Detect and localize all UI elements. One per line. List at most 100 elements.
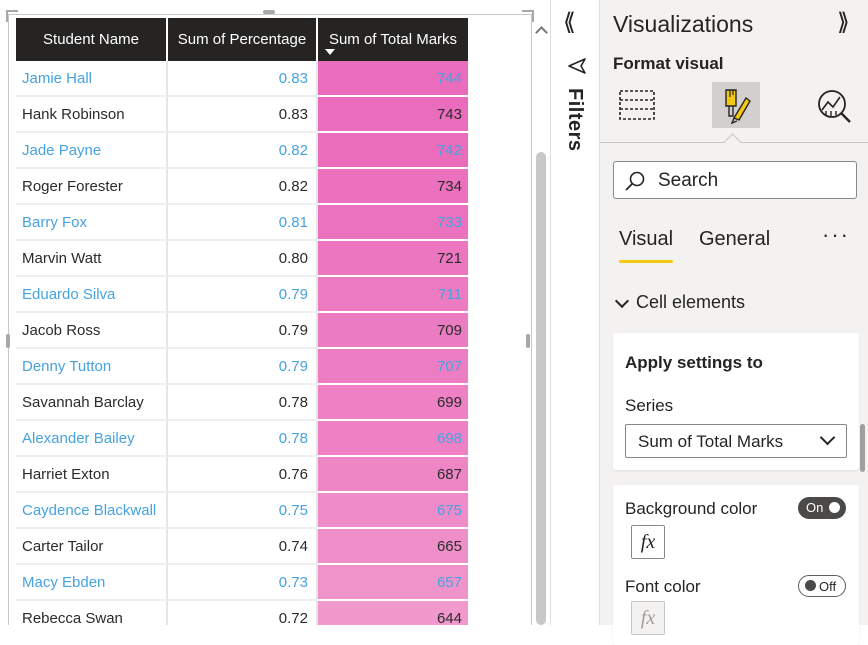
pane-title: Visualizations xyxy=(613,11,754,37)
cell-sum-total-marks[interactable]: 675 xyxy=(318,493,468,529)
cell-student-name[interactable]: Jamie Hall xyxy=(16,61,168,97)
cell-student-name[interactable]: Rebecca Swan xyxy=(16,601,168,625)
table-row[interactable]: Barry Fox 0.81 733 xyxy=(16,205,468,241)
cell-student-name[interactable]: Jacob Ross xyxy=(16,313,168,349)
cell-sum-total-marks[interactable]: 665 xyxy=(318,529,468,565)
table-row[interactable]: Hank Robinson 0.83 743 xyxy=(16,97,468,133)
double-chevron-left-icon[interactable]: ⟨⟨ xyxy=(563,9,576,36)
cell-sum-percentage[interactable]: 0.73 xyxy=(168,565,318,601)
cell-sum-total-marks[interactable]: 698 xyxy=(318,421,468,457)
cell-sum-total-marks[interactable]: 711 xyxy=(318,277,468,313)
double-chevron-right-icon[interactable]: ⟩⟩ xyxy=(837,9,850,36)
cell-sum-total-marks[interactable]: 742 xyxy=(318,133,468,169)
cell-student-name[interactable]: Alexander Bailey xyxy=(16,421,168,457)
table-row[interactable]: Roger Forester 0.82 734 xyxy=(16,169,468,205)
cell-student-name[interactable]: Carter Tailor xyxy=(16,529,168,565)
search-input[interactable] xyxy=(656,168,850,194)
cell-sum-percentage[interactable]: 0.82 xyxy=(168,169,318,205)
build-visual-button[interactable] xyxy=(614,82,662,128)
scrollbar-thumb[interactable] xyxy=(536,152,546,625)
table-row[interactable]: Marvin Watt 0.80 721 xyxy=(16,241,468,277)
search-box[interactable] xyxy=(613,161,857,199)
table-row[interactable]: Macy Ebden 0.73 657 xyxy=(16,565,468,601)
cell-sum-total-marks[interactable]: 743 xyxy=(318,97,468,133)
cell-sum-total-marks[interactable]: 734 xyxy=(318,169,468,205)
cell-student-name[interactable]: Barry Fox xyxy=(16,205,168,241)
build-visual-icon xyxy=(619,90,655,120)
cell-student-name[interactable]: Harriet Exton xyxy=(16,457,168,493)
table-row[interactable]: Rebecca Swan 0.72 644 xyxy=(16,601,468,625)
table-row[interactable]: Denny Tutton 0.79 707 xyxy=(16,349,468,385)
cell-student-name[interactable]: Roger Forester xyxy=(16,169,168,205)
format-visual-button[interactable] xyxy=(712,82,760,128)
cell-student-name[interactable]: Hank Robinson xyxy=(16,97,168,133)
cell-sum-total-marks[interactable]: 744 xyxy=(318,61,468,97)
cell-sum-total-marks[interactable]: 707 xyxy=(318,349,468,385)
cell-sum-total-marks[interactable]: 721 xyxy=(318,241,468,277)
cell-sum-percentage[interactable]: 0.79 xyxy=(168,349,318,385)
cell-sum-percentage[interactable]: 0.82 xyxy=(168,133,318,169)
cell-sum-total-marks[interactable]: 657 xyxy=(318,565,468,601)
table-row[interactable]: Eduardo Silva 0.79 711 xyxy=(16,277,468,313)
analytics-button[interactable] xyxy=(810,82,858,128)
cell-sum-total-marks[interactable]: 709 xyxy=(318,313,468,349)
cell-sum-percentage[interactable]: 0.79 xyxy=(168,313,318,349)
tab-visual[interactable]: Visual xyxy=(619,228,674,263)
cell-sum-total-marks[interactable]: 687 xyxy=(318,457,468,493)
resize-handle-left[interactable] xyxy=(6,334,10,348)
cell-sum-percentage[interactable]: 0.76 xyxy=(168,457,318,493)
cell-sum-total-marks[interactable]: 733 xyxy=(318,205,468,241)
cell-student-name[interactable]: Macy Ebden xyxy=(16,565,168,601)
cell-sum-percentage[interactable]: 0.80 xyxy=(168,241,318,277)
resize-handle-right[interactable] xyxy=(526,334,530,348)
cell-student-name[interactable]: Denny Tutton xyxy=(16,349,168,385)
cell-student-name[interactable]: Savannah Barclay xyxy=(16,385,168,421)
pane-scrollbar-thumb[interactable] xyxy=(860,424,865,472)
filters-label[interactable]: Filters xyxy=(564,88,586,152)
resize-corner-top-left[interactable] xyxy=(6,10,18,22)
cell-student-name[interactable]: Jade Payne xyxy=(16,133,168,169)
cell-sum-total-marks[interactable]: 644 xyxy=(318,601,468,625)
cell-sum-percentage[interactable]: 0.74 xyxy=(168,529,318,565)
font-color-fx-button[interactable]: fx xyxy=(631,601,665,635)
filter-icon[interactable] xyxy=(567,56,587,76)
tab-general[interactable]: General xyxy=(699,228,771,250)
column-header-sum-total-marks[interactable]: Sum of Total Marks xyxy=(318,18,468,61)
filters-pane-collapsed[interactable]: ⟨⟨ Filters xyxy=(550,0,600,625)
cell-student-name[interactable]: Eduardo Silva xyxy=(16,277,168,313)
series-dropdown-value: Sum of Total Marks xyxy=(638,432,784,451)
cell-sum-percentage[interactable]: 0.78 xyxy=(168,421,318,457)
table-row[interactable]: Jade Payne 0.82 742 xyxy=(16,133,468,169)
font-color-toggle[interactable]: Off xyxy=(798,575,846,597)
table-row[interactable]: Savannah Barclay 0.78 699 xyxy=(16,385,468,421)
column-header-sum-percentage[interactable]: Sum of Percentage xyxy=(168,18,318,61)
sort-descending-icon[interactable] xyxy=(325,49,335,55)
cell-sum-percentage[interactable]: 0.79 xyxy=(168,277,318,313)
background-color-fx-button[interactable]: fx xyxy=(631,525,665,559)
table-row[interactable]: Jamie Hall 0.83 744 xyxy=(16,61,468,97)
more-options-icon[interactable]: ··· xyxy=(822,222,850,247)
cell-sum-percentage[interactable]: 0.81 xyxy=(168,205,318,241)
series-dropdown[interactable]: Sum of Total Marks xyxy=(625,424,847,458)
table-row[interactable]: Carter Tailor 0.74 665 xyxy=(16,529,468,565)
cell-sum-percentage[interactable]: 0.75 xyxy=(168,493,318,529)
cell-sum-percentage[interactable]: 0.72 xyxy=(168,601,318,625)
resize-corner-top-right[interactable] xyxy=(522,10,534,22)
cell-student-name[interactable]: Caydence Blackwall xyxy=(16,493,168,529)
resize-handle-top[interactable] xyxy=(263,10,275,14)
table-scrollbar[interactable] xyxy=(534,20,548,625)
table-row[interactable]: Caydence Blackwall 0.75 675 xyxy=(16,493,468,529)
cell-sum-percentage[interactable]: 0.78 xyxy=(168,385,318,421)
table-row[interactable]: Jacob Ross 0.79 709 xyxy=(16,313,468,349)
cell-student-name[interactable]: Marvin Watt xyxy=(16,241,168,277)
table-row[interactable]: Harriet Exton 0.76 687 xyxy=(16,457,468,493)
cell-sum-total-marks[interactable]: 699 xyxy=(318,385,468,421)
table-row[interactable]: Alexander Bailey 0.78 698 xyxy=(16,421,468,457)
background-color-toggle[interactable]: On xyxy=(798,497,846,519)
cell-sum-percentage[interactable]: 0.83 xyxy=(168,61,318,97)
section-cell-elements[interactable]: Cell elements xyxy=(613,292,745,313)
scroll-up-icon[interactable] xyxy=(535,26,548,39)
column-header-student-name[interactable]: Student Name xyxy=(16,18,168,61)
chevron-down-icon xyxy=(614,293,630,308)
cell-sum-percentage[interactable]: 0.83 xyxy=(168,97,318,133)
